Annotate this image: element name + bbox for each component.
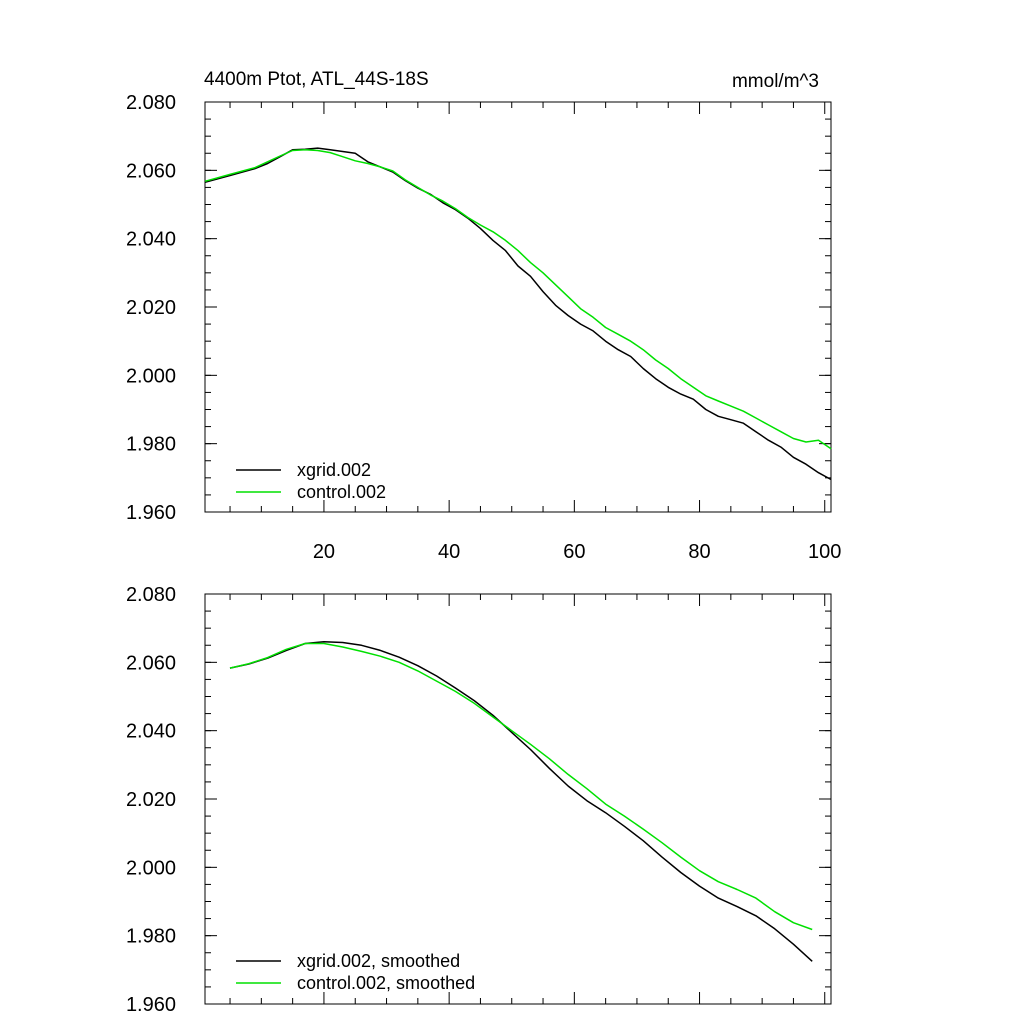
series-line-control-002-smoothed (229, 642, 813, 931)
axis-ticks (205, 593, 831, 1005)
y-tick-label: 2.020 (126, 297, 176, 319)
plot-frame (204, 593, 832, 1005)
series-line-xgrid-002-smoothed (229, 641, 813, 962)
axis-ticks (205, 101, 831, 513)
legend-label-xgrid-smoothed: xgrid.002, smoothed (297, 951, 460, 971)
y-tick-label: 1.960 (126, 994, 176, 1016)
y-tick-label: 1.960 (126, 502, 176, 524)
y-tick-label: 1.980 (126, 434, 176, 456)
y-tick-label: 2.060 (126, 652, 176, 674)
plot-frame (204, 101, 832, 513)
x-tick-label: 20 (313, 541, 335, 563)
y-tick-label: 2.080 (126, 584, 176, 606)
y-tick-label: 2.040 (126, 229, 176, 251)
chart-title: 4400m Ptot, ATL_44S-18S (204, 69, 429, 90)
series-line-control-002 (204, 149, 832, 450)
y-tick-label: 2.000 (126, 365, 176, 387)
y-tick-label: 2.040 (126, 721, 176, 743)
series-line-xgrid-002 (204, 147, 832, 481)
y-axis-tick-labels: 1.960 1.980 2.000 2.020 2.040 2.060 2.080 (126, 92, 176, 524)
series-lines (204, 147, 832, 481)
legend: xgrid.002, smoothed control.002, smoothe… (236, 951, 475, 993)
legend-label-xgrid: xgrid.002 (297, 460, 371, 480)
bottom-chart-panel: 1.960 1.980 2.000 2.020 2.040 2.060 2.080 xgri… (126, 584, 832, 1016)
legend-label-control: control.002 (297, 482, 386, 502)
top-chart-panel: 4400m Ptot, ATL_44S-18S mmol/m^3 1.9601.… (126, 69, 841, 563)
legend: xgrid.002 control.002 (236, 460, 386, 502)
y-axis-tick-labels: 1.960 1.980 2.000 2.020 2.040 2.060 2.080 (126, 584, 176, 1016)
series-lines (229, 641, 813, 962)
x-tick-label: 80 (688, 541, 710, 563)
x-tick-label: 60 (563, 541, 585, 563)
chart-units: mmol/m^3 (732, 71, 819, 92)
y-tick-label: 1.980 (126, 926, 176, 948)
x-axis-tick-labels: 20 40 60 80 100 (313, 541, 842, 563)
y-tick-label: 2.060 (126, 160, 176, 182)
x-tick-label: 100 (808, 541, 841, 563)
y-tick-label: 2.020 (126, 789, 176, 811)
legend-label-control-smoothed: control.002, smoothed (297, 973, 475, 993)
y-tick-label: 2.080 (126, 92, 176, 114)
x-tick-label: 40 (438, 541, 460, 563)
y-tick-label: 2.000 (126, 857, 176, 879)
